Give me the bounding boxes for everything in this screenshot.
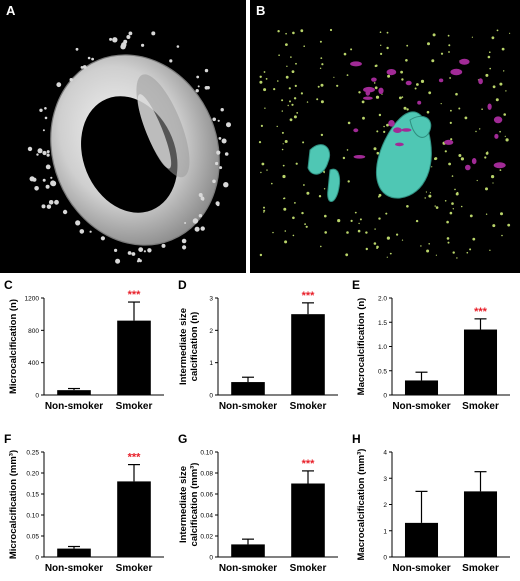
- y-tick-label: 0.05: [26, 534, 39, 541]
- panel-a-artery-ring: [27, 31, 231, 264]
- bar-smoker: [291, 314, 325, 395]
- y-tick-label: 1.0: [378, 344, 387, 351]
- y-axis-label-line2: calcification (n): [189, 312, 200, 382]
- panel-letter: D: [178, 278, 187, 292]
- panel-b-letter: B: [256, 3, 266, 18]
- category-label: Non-smoker: [219, 563, 277, 574]
- chart-f: F Microcalcification (mm³) 0 0.05 0.10 0.15 0.…: [4, 432, 164, 574]
- bar-non-smoker: [404, 380, 439, 395]
- bar-non-smoker: [231, 382, 265, 395]
- panel-letter: F: [4, 432, 11, 446]
- y-axis-label: Macrocalcification (mm³): [356, 449, 367, 561]
- chart-d: D Intermediate size calcification (n) 0 1 2 3 N…: [178, 278, 338, 412]
- chart-h: H Macrocalcification (mm³) 0 1 2 3 4 Non-smoker…: [352, 432, 510, 574]
- bar-non-smoker: [231, 544, 265, 557]
- y-tick-label: 0.15: [26, 492, 39, 499]
- y-tick-label: 4: [383, 450, 387, 457]
- bar-non-smoker: [57, 390, 91, 395]
- panel-a-letter: A: [6, 3, 16, 18]
- y-axis-label: Microcalcification (n): [8, 299, 19, 394]
- y-tick-label: 3: [383, 476, 387, 483]
- y-tick-label: 2.0: [378, 296, 387, 303]
- category-label: Smoker: [462, 563, 499, 574]
- y-tick-label: 800: [28, 328, 39, 335]
- chart-c: C Microcalcification (n) 0 400 800 1200 Non-sm…: [4, 278, 164, 412]
- bar-smoker: [117, 481, 151, 557]
- y-tick-label: 2: [383, 502, 387, 509]
- y-tick-label: 0.20: [26, 471, 39, 478]
- chart-g: G Intermediate size calcification (mm³) 0 0.…: [178, 432, 338, 574]
- y-tick-label: 0: [35, 393, 39, 400]
- bar-non-smoker: [57, 548, 91, 557]
- panel-b-calcification-map: [258, 28, 511, 259]
- category-label: Smoker: [116, 401, 153, 412]
- y-axis-label-line1: Intermediate size: [178, 466, 189, 543]
- y-tick-label: 0.08: [200, 471, 213, 478]
- chart-e: E Macrocalcification (n) 0 0.5 1.0 1.5 2.0 Non-…: [352, 278, 510, 412]
- category-label: Smoker: [290, 401, 327, 412]
- category-label: Smoker: [116, 563, 153, 574]
- category-label: Smoker: [290, 563, 327, 574]
- panel-letter: G: [178, 432, 187, 446]
- y-tick-label: 0: [35, 555, 39, 562]
- y-axis-label-line1: Intermediate size: [178, 308, 189, 385]
- y-tick-label: 0: [209, 393, 213, 400]
- y-tick-label: 400: [28, 360, 39, 367]
- panel-letter: C: [4, 278, 13, 292]
- category-label: Non-smoker: [45, 401, 103, 412]
- y-tick-label: 1.5: [378, 320, 387, 327]
- category-label: Non-smoker: [392, 401, 450, 412]
- significance-marker: ***: [302, 290, 316, 302]
- panel-letter: H: [352, 432, 361, 446]
- significance-marker: ***: [302, 458, 316, 470]
- panel-a-rendering: A: [0, 0, 246, 273]
- bar-smoker: [463, 491, 498, 557]
- y-tick-label: 0.10: [200, 450, 213, 457]
- category-label: Non-smoker: [392, 563, 450, 574]
- bar-non-smoker: [404, 522, 439, 557]
- y-tick-label: 0.10: [26, 513, 39, 520]
- y-tick-label: 0.02: [200, 534, 213, 541]
- bar-smoker: [463, 329, 498, 395]
- panel-letter: E: [352, 278, 360, 292]
- y-tick-label: 3: [209, 296, 213, 303]
- y-axis-label: Macrocalcification (n): [356, 298, 367, 396]
- y-tick-label: 1: [383, 528, 387, 535]
- y-tick-label: 0: [209, 555, 213, 562]
- y-tick-label: 0.5: [378, 368, 387, 375]
- y-tick-label: 0.04: [200, 513, 213, 520]
- significance-marker: ***: [474, 306, 488, 318]
- y-tick-label: 1200: [25, 296, 40, 303]
- y-tick-label: 0: [383, 393, 387, 400]
- y-tick-label: 0: [383, 555, 387, 562]
- y-axis-label-line2: calcification (mm³): [189, 463, 200, 547]
- y-tick-label: 0.06: [200, 492, 213, 499]
- panel-b-rendering: B: [250, 0, 520, 273]
- bar-smoker: [117, 320, 151, 395]
- y-axis-label: Microcalcification (mm³): [8, 450, 19, 559]
- significance-marker: ***: [128, 289, 142, 301]
- category-label: Non-smoker: [45, 563, 103, 574]
- y-tick-label: 2: [209, 328, 213, 335]
- y-tick-label: 1: [209, 360, 213, 367]
- y-tick-label: 0.25: [26, 450, 39, 457]
- bar-smoker: [291, 483, 325, 557]
- significance-marker: ***: [128, 452, 142, 464]
- category-label: Smoker: [462, 401, 499, 412]
- category-label: Non-smoker: [219, 401, 277, 412]
